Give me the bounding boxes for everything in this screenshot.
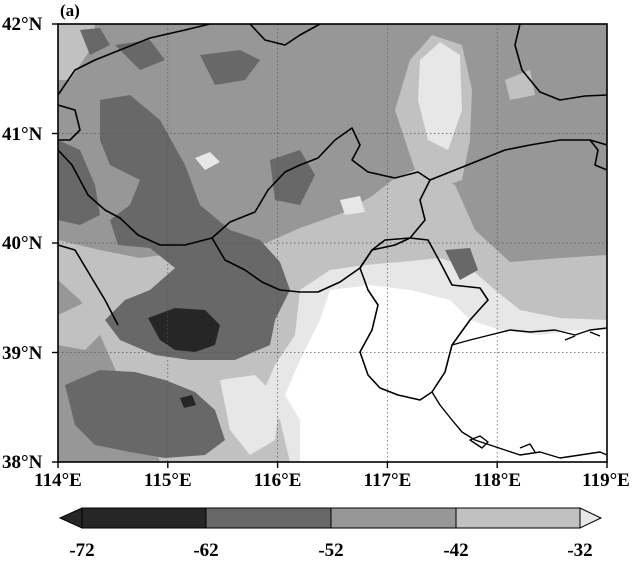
contour-light-region-west-patch xyxy=(58,300,105,350)
boundary-hebei-north-2 xyxy=(249,24,321,46)
contour-white-region-sw xyxy=(220,375,280,455)
colorbar-label-5: -32 xyxy=(567,540,592,561)
lon-label-114: 114°E xyxy=(34,470,82,491)
colorbar: -72 -62 -52 -42 -32 xyxy=(58,507,603,561)
colorbar-segment-1 xyxy=(81,507,207,529)
boundary-hebei-north xyxy=(58,149,213,246)
contour-white-region-small-2 xyxy=(340,196,365,215)
colorbar-label-3: -52 xyxy=(318,540,343,561)
lon-label-117: 117°E xyxy=(364,470,412,491)
contour-white-region-north-spot xyxy=(418,42,462,150)
boundary-hebei-northwest xyxy=(58,24,211,96)
map-grid xyxy=(58,24,607,462)
lat-label-42: 42°N xyxy=(2,14,43,35)
lat-label-41: 41°N xyxy=(2,124,43,145)
lon-label-116: 116°E xyxy=(254,470,302,491)
boundary-hebei-east-2 xyxy=(589,139,607,171)
colorbar-label-1: -72 xyxy=(69,540,94,561)
administrative-boundaries xyxy=(58,24,607,401)
contour-darkest-core xyxy=(148,308,220,352)
contour-dark-region-southwest xyxy=(65,370,225,458)
colorbar-extend-high xyxy=(579,507,603,529)
lat-label-38: 38°N xyxy=(2,452,43,473)
lon-label-115: 115°E xyxy=(144,470,192,491)
coastline-south xyxy=(431,391,607,459)
contour-darkest-spot xyxy=(180,395,196,408)
colorbar-extend-low xyxy=(58,507,83,529)
contour-dark-region-central xyxy=(100,95,290,360)
boundary-hebei-west xyxy=(58,244,119,326)
colorbar-label-2: -62 xyxy=(193,540,218,561)
latitude-labels: 42°N 41°N 40°N 39°N 38°N xyxy=(2,14,43,473)
boundary-hebei-northeast xyxy=(514,24,607,101)
axis-ticks xyxy=(52,23,608,468)
colorbar-label-4: -42 xyxy=(443,540,468,561)
coastline-bohai xyxy=(451,327,607,346)
lon-label-118: 118°E xyxy=(473,470,521,491)
contour-dark-region-north-3 xyxy=(80,28,110,55)
contour-white-sea xyxy=(285,285,607,462)
contour-dark-region-north xyxy=(200,50,260,85)
colorbar-segment-3 xyxy=(330,507,457,529)
contour-dark-region-east xyxy=(445,248,478,280)
lat-label-40: 40°N xyxy=(2,233,43,254)
panel-label: (a) xyxy=(60,1,80,20)
contour-white-region-small-1 xyxy=(195,152,220,170)
boundary-west-edge xyxy=(58,104,81,141)
lat-label-39: 39°N xyxy=(2,343,43,364)
boundary-tianjin xyxy=(359,237,489,401)
longitude-labels: 114°E 115°E 116°E 117°E 118°E 119°E xyxy=(34,470,630,491)
coastline xyxy=(431,327,607,459)
map-plot-area xyxy=(58,24,607,462)
boundary-hebei-east xyxy=(429,139,607,181)
lon-label-119: 119°E xyxy=(582,470,630,491)
coastline-islands xyxy=(469,331,601,453)
colorbar-segment-4 xyxy=(455,507,581,529)
colorbar-segment-2 xyxy=(205,507,332,529)
